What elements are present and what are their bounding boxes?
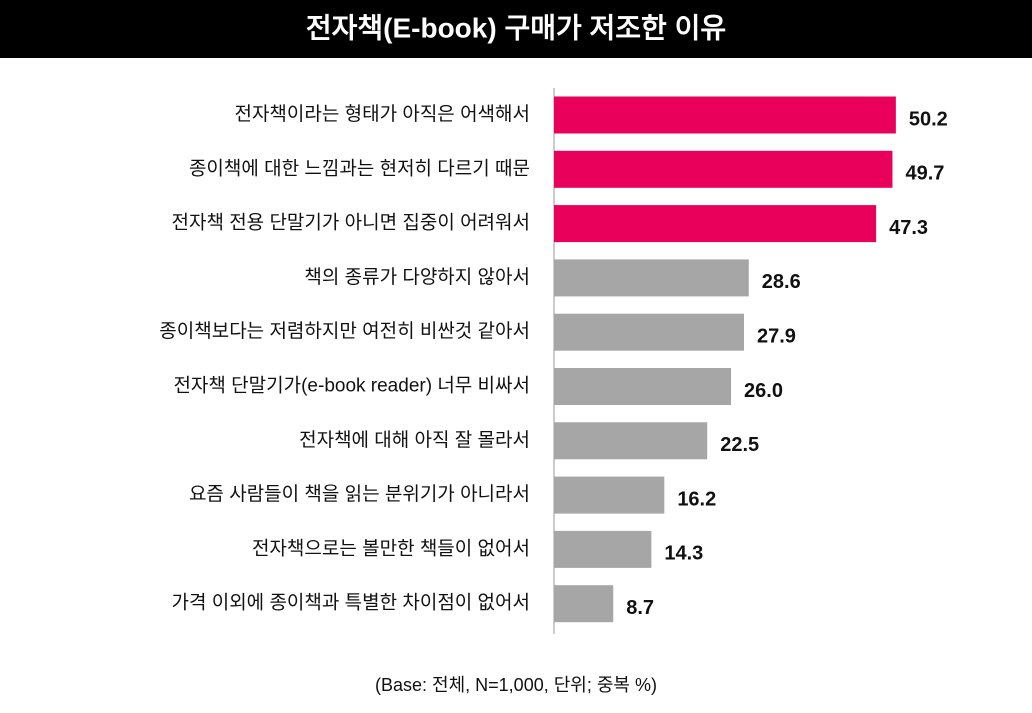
bar [554, 368, 732, 405]
footnote: (Base: 전체, N=1,000, 단위; 중복 %) [375, 675, 657, 695]
value-label: 50.2 [909, 108, 948, 130]
category-label: 전자책 전용 단말기가 아니면 집중이 어려워서 [171, 212, 530, 234]
category-label: 전자책이라는 형태가 아직은 어색해서 [234, 103, 530, 125]
bar [554, 476, 665, 514]
category-label: 가격 이외에 종이책과 특별한 차이점이 없어서 [171, 592, 530, 614]
bar [554, 96, 896, 134]
category-label: 전자책에 대해 아직 잘 몰라서 [299, 429, 530, 451]
bar [554, 259, 749, 297]
category-label: 종이책보다는 저렴하지만 여전히 비싼것 같아서 [159, 320, 530, 342]
title-banner [0, 0, 1032, 58]
value-label: 16.2 [677, 488, 716, 510]
value-label: 28.6 [762, 271, 801, 293]
value-label: 22.5 [720, 434, 759, 456]
bar [554, 530, 652, 568]
chart-title: 전자책(E-book) 구매가 저조한 이유 [306, 12, 726, 43]
category-label: 책의 종류가 다양하지 않아서 [304, 266, 530, 288]
value-label: 14.3 [664, 543, 703, 565]
category-label: 요즘 사람들이 책을 읽는 분위기가 아니라서 [189, 483, 530, 505]
value-label: 8.7 [626, 597, 654, 619]
bar [554, 150, 893, 188]
bar [554, 313, 744, 351]
bar [554, 205, 877, 243]
category-label: 종이책에 대한 느낌과는 현저히 다르기 때문 [189, 157, 530, 179]
value-label: 49.7 [905, 163, 944, 185]
bar [554, 585, 614, 623]
value-label: 27.9 [757, 325, 796, 347]
value-label: 47.3 [889, 217, 928, 239]
bar [554, 422, 708, 460]
category-label: 전자책으로는 볼만한 책들이 없어서 [252, 537, 530, 559]
value-label: 26.0 [744, 380, 783, 402]
category-label: 전자책 단말기가(e-book reader) 너무 비싸서 [173, 375, 530, 397]
